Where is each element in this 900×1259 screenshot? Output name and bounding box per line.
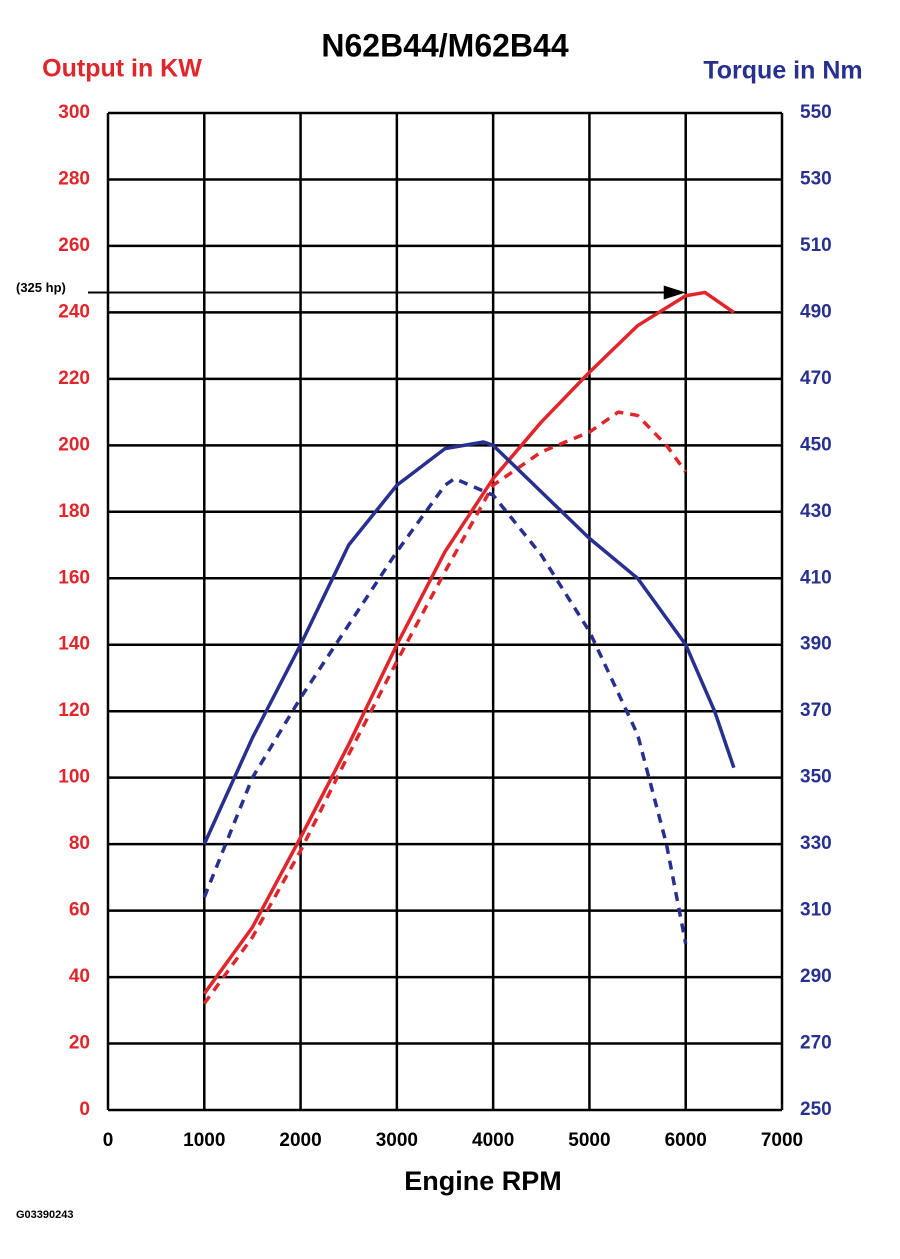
footnote: G03390243: [16, 1209, 74, 1221]
x-tick-label: 2000: [279, 1130, 321, 1151]
y-tick-label: 120: [58, 700, 90, 721]
y-tick-label: 40: [69, 966, 90, 987]
y2-tick-label: 290: [800, 966, 832, 987]
x-tick-label: 4000: [472, 1130, 514, 1151]
x-tick-label: 1000: [183, 1130, 225, 1151]
y2-tick-label: 270: [800, 1033, 832, 1054]
y-tick-label: 220: [58, 368, 90, 389]
y2-tick-label: 410: [800, 567, 832, 588]
y2-axis-label: Torque in Nm: [703, 57, 862, 85]
y2-tick-label: 550: [800, 102, 832, 123]
y2-tick-label: 350: [800, 767, 832, 788]
y2-tick-label: 430: [800, 501, 832, 522]
y2-tick-label: 390: [800, 634, 832, 655]
y2-tick-label: 530: [800, 168, 832, 189]
series-line: [202, 440, 736, 845]
y-tick-label: 260: [58, 235, 90, 256]
y-tick-label: 280: [58, 168, 90, 189]
y2-tick-label: 250: [800, 1099, 832, 1120]
y-tick-label: 60: [69, 900, 90, 921]
x-tick-label: 3000: [376, 1130, 418, 1151]
x-tick-label: 0: [103, 1130, 114, 1151]
y2-tick-label: 310: [800, 900, 832, 921]
y-tick-label: 80: [69, 833, 90, 854]
y2-tick-label: 450: [800, 434, 832, 455]
y-tick-label: 180: [58, 501, 90, 522]
y-tick-label: 100: [58, 767, 90, 788]
y-tick-label: 200: [58, 434, 90, 455]
y2-tick-label: 330: [800, 833, 832, 854]
y2-tick-label: 510: [800, 235, 832, 256]
x-tick-label: 7000: [761, 1130, 803, 1151]
y-tick-label: 240: [58, 301, 90, 322]
annotation-arrowhead: [663, 285, 686, 300]
y-axis-label: Output in KW: [42, 55, 202, 83]
y-tick-label: 140: [58, 634, 90, 655]
y-tick-label: 300: [58, 102, 90, 123]
x-axis-label: Engine RPM: [404, 1166, 562, 1196]
x-tick-label: 5000: [568, 1130, 610, 1151]
series-line: [202, 290, 735, 995]
y2-tick-label: 490: [800, 301, 832, 322]
series-line: [202, 410, 688, 1005]
chart-title: N62B44/M62B44: [321, 27, 568, 63]
y2-tick-label: 370: [800, 700, 832, 721]
y2-tick-label: 470: [800, 368, 832, 389]
y-tick-label: 20: [69, 1033, 90, 1054]
y-tick-label: 0: [79, 1099, 90, 1120]
annotation-text: (325 hp): [16, 280, 66, 295]
y-tick-label: 160: [58, 567, 90, 588]
x-tick-label: 6000: [665, 1130, 707, 1151]
